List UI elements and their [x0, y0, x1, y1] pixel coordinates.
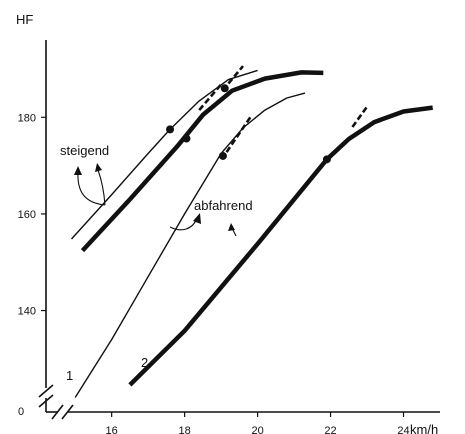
arrow-abfahrend	[169, 217, 198, 231]
dashed-extension	[225, 116, 252, 153]
label-steigend: steigend	[60, 143, 109, 158]
arrowhead	[193, 213, 201, 224]
axis-break-mark	[38, 384, 54, 398]
curve-2-label: 2	[141, 355, 148, 370]
annotations: HF km/h 0 steigend abfahrend 1 2	[16, 12, 438, 434]
x-axis-title: km/h	[410, 422, 438, 434]
axis-break-mark	[51, 404, 64, 420]
series-line-rising	[80, 70, 324, 253]
arrowhead	[95, 163, 102, 172]
deflection-point	[220, 84, 229, 93]
y-tick-label: 160	[18, 209, 36, 221]
x-tick-label: 22	[324, 425, 336, 434]
x-tick-label: 20	[251, 425, 263, 434]
axis-break-mark	[38, 394, 54, 408]
series-line-curve_2	[128, 105, 433, 387]
deflection-point	[322, 155, 331, 164]
arrow-steigend-right	[97, 169, 106, 206]
deflection-point	[218, 151, 227, 160]
dashed-extension	[351, 105, 369, 128]
dashed-extension	[198, 83, 223, 111]
curve-1-label: 1	[66, 368, 73, 383]
deflection-points	[166, 84, 331, 164]
x-tick-label: 18	[179, 425, 191, 434]
series-lines	[70, 69, 433, 398]
annotation-arrows	[74, 163, 237, 237]
dashed-extensions	[198, 65, 369, 153]
arrow-steigend-left	[77, 171, 106, 206]
deflection-point	[182, 134, 191, 143]
arrowhead	[228, 223, 235, 231]
label-abfahrend: abfahrend	[194, 198, 253, 213]
axis-break-mark	[61, 404, 74, 420]
y-axis-title: HF	[16, 12, 33, 27]
x-tick-label: 24	[397, 425, 409, 434]
x-tick-label: 16	[106, 425, 118, 434]
dashed-extension	[227, 65, 244, 85]
y-tick-label: 140	[18, 306, 36, 318]
y-tick-label: 180	[18, 112, 36, 124]
arrowhead	[74, 166, 82, 175]
deflection-point	[166, 125, 175, 134]
origin-label: 0	[18, 406, 24, 418]
